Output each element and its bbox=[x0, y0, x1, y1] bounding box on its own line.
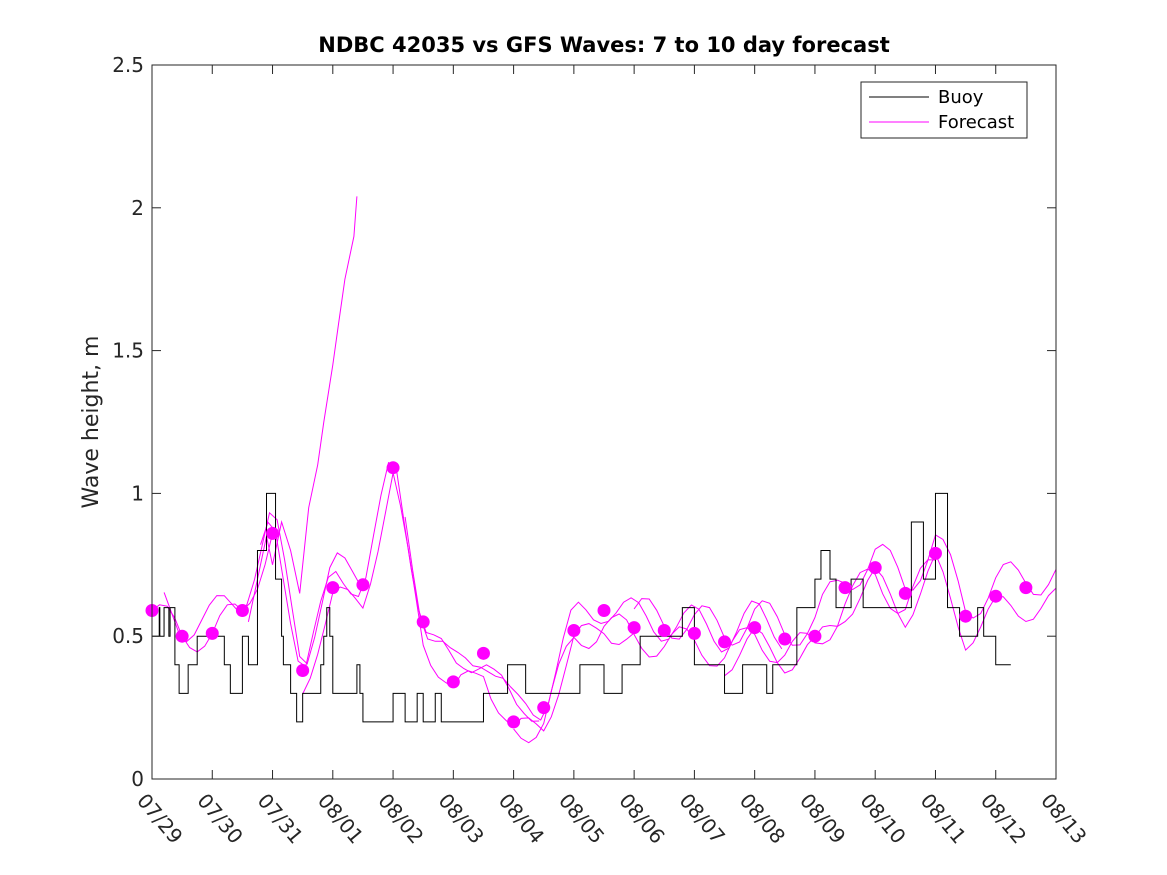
y-tick-label: 2.5 bbox=[112, 53, 144, 77]
forecast-member-line bbox=[260, 461, 540, 722]
forecast-point bbox=[778, 632, 792, 646]
forecast-spike-line bbox=[247, 196, 358, 623]
forecast-point bbox=[175, 629, 189, 643]
x-tick-label: 08/10 bbox=[855, 789, 910, 849]
forecast-point bbox=[326, 581, 340, 595]
x-tick-label: 07/30 bbox=[192, 789, 247, 849]
x-tick-label: 08/03 bbox=[434, 789, 489, 849]
forecast-point bbox=[718, 635, 732, 649]
forecast-point bbox=[748, 621, 762, 635]
legend: Buoy Forecast bbox=[860, 81, 1028, 139]
forecast-point bbox=[446, 675, 460, 689]
forecast-ensemble-lines bbox=[151, 196, 1057, 744]
x-tick-label: 08/06 bbox=[614, 789, 669, 849]
forecast-point bbox=[476, 646, 490, 660]
buoy-line-group bbox=[152, 492, 1011, 723]
forecast-member-line bbox=[404, 516, 783, 721]
x-tick-label: 08/05 bbox=[554, 789, 609, 849]
legend-forecast-label: Forecast bbox=[938, 112, 1014, 133]
x-tick-label: 07/29 bbox=[132, 789, 187, 849]
forecast-point bbox=[205, 626, 219, 640]
forecast-point bbox=[687, 626, 701, 640]
chart-title: NDBC 42035 vs GFS Waves: 7 to 10 day for… bbox=[318, 33, 889, 57]
forecast-point bbox=[597, 603, 611, 617]
forecast-point bbox=[356, 578, 370, 592]
y-tick-label: 0 bbox=[131, 767, 144, 791]
x-tick-label: 08/12 bbox=[976, 789, 1031, 849]
plot-frame bbox=[151, 64, 1057, 780]
forecast-point bbox=[898, 586, 912, 600]
forecast-point bbox=[416, 615, 430, 629]
x-tick-label: 08/04 bbox=[494, 789, 549, 849]
forecast-point bbox=[1019, 581, 1033, 595]
x-tick-label: 08/09 bbox=[795, 789, 850, 849]
y-tick-label: 2 bbox=[131, 196, 144, 220]
legend-buoy-label: Buoy bbox=[938, 87, 984, 108]
forecast-point bbox=[808, 629, 822, 643]
forecast-point bbox=[657, 623, 671, 637]
forecast-points bbox=[145, 461, 1033, 729]
forecast-point bbox=[627, 621, 641, 635]
x-tick-label: 07/31 bbox=[253, 789, 308, 849]
forecast-member-line bbox=[513, 559, 936, 744]
y-tick-label: 1 bbox=[131, 481, 144, 505]
forecast-point bbox=[266, 526, 280, 540]
x-tick-label: 08/13 bbox=[1036, 789, 1091, 849]
x-tick-label: 08/08 bbox=[735, 789, 790, 849]
forecast-point bbox=[989, 589, 1003, 603]
forecast-point bbox=[235, 603, 249, 617]
x-tick-label: 08/01 bbox=[313, 789, 368, 849]
forecast-point bbox=[928, 546, 942, 560]
x-tick-label: 08/02 bbox=[373, 789, 428, 849]
forecast-point bbox=[537, 701, 551, 715]
legend-box bbox=[860, 81, 1028, 139]
forecast-point bbox=[296, 663, 310, 677]
x-tick-label: 08/07 bbox=[675, 789, 730, 849]
forecast-point bbox=[838, 581, 852, 595]
y-axis-label: Wave height, m bbox=[79, 336, 104, 509]
x-tick-label: 08/11 bbox=[916, 789, 971, 849]
buoy-line bbox=[152, 492, 1011, 723]
y-axis: 0 0.5 1 1.5 2 2.5 bbox=[112, 53, 1056, 791]
forecast-point bbox=[567, 623, 581, 637]
forecast-point bbox=[386, 461, 400, 475]
forecast-point bbox=[507, 715, 521, 729]
forecast-point bbox=[959, 609, 973, 623]
forecast-point bbox=[868, 561, 882, 575]
y-tick-label: 0.5 bbox=[112, 624, 144, 648]
y-tick-label: 1.5 bbox=[112, 339, 144, 363]
